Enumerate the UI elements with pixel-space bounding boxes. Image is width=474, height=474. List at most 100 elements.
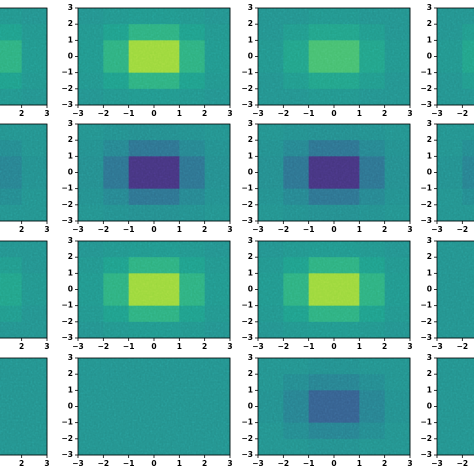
x-tick-label: 2 xyxy=(202,225,207,234)
x-tick-label: −3 xyxy=(72,225,84,234)
y-tick-label: −3 xyxy=(420,333,432,342)
x-tick-label: 2 xyxy=(382,459,387,468)
x-tick-label: 0 xyxy=(331,109,336,118)
x-tick-label: 2 xyxy=(382,342,387,351)
y-tick-label: 2 xyxy=(248,252,253,261)
x-tick-label: −2 xyxy=(98,225,110,234)
x-tick-label: −3 xyxy=(252,459,264,468)
y-tick-label: 1 xyxy=(427,151,432,160)
y-tick-label: 3 xyxy=(248,3,253,12)
y-tick-label: 1 xyxy=(68,35,73,44)
y-tick-label: −3 xyxy=(241,216,253,225)
y-tick-label: −2 xyxy=(61,434,73,443)
y-tick-label: 1 xyxy=(427,268,432,277)
y-tick-label: 1 xyxy=(68,268,73,277)
frame xyxy=(0,7,48,106)
texture xyxy=(78,8,230,105)
x-tick-label: −1 xyxy=(303,459,315,468)
x-tick-label: −2 xyxy=(457,225,469,234)
x-tick-label: −2 xyxy=(278,459,290,468)
y-tick-label: −2 xyxy=(61,200,73,209)
y-tick-label: 3 xyxy=(68,236,73,245)
y-tick-label: −1 xyxy=(241,68,253,77)
texture xyxy=(78,358,230,455)
texture xyxy=(78,241,230,338)
y-tick-label: 2 xyxy=(68,252,73,261)
y-tick-label: 2 xyxy=(68,135,73,144)
x-tick-label: −3 xyxy=(431,225,443,234)
x-tick-label: 2 xyxy=(19,109,24,118)
y-tick-label: 2 xyxy=(427,252,432,261)
y-tick-label: 3 xyxy=(68,119,73,128)
x-tick-label: 0 xyxy=(151,459,156,468)
x-tick-label: −2 xyxy=(278,225,290,234)
y-tick-label: −1 xyxy=(61,301,73,310)
x-tick-label: 2 xyxy=(382,109,387,118)
x-tick-label: 2 xyxy=(202,342,207,351)
x-tick-label: 0 xyxy=(151,342,156,351)
x-tick-label: −3 xyxy=(431,109,443,118)
y-tick-label: 2 xyxy=(427,135,432,144)
y-tick-label: 1 xyxy=(248,35,253,44)
x-tick-label: 1 xyxy=(177,109,182,118)
x-tick-label: −3 xyxy=(431,459,443,468)
y-tick-label: −2 xyxy=(420,434,432,443)
x-tick-label: 0 xyxy=(331,342,336,351)
x-tick-label: 1 xyxy=(357,342,362,351)
x-tick-label: 1 xyxy=(177,225,182,234)
texture xyxy=(437,358,474,455)
texture xyxy=(0,358,47,455)
x-tick-label: 2 xyxy=(19,225,24,234)
y-tick-label: −2 xyxy=(420,200,432,209)
x-tick-label: 3 xyxy=(44,342,49,351)
y-tick-label: 1 xyxy=(427,35,432,44)
y-tick-label: −2 xyxy=(61,84,73,93)
x-tick-label: 3 xyxy=(227,109,232,118)
texture xyxy=(258,358,410,455)
y-tick-label: 0 xyxy=(427,285,432,294)
y-tick-label: 2 xyxy=(68,369,73,378)
y-tick-label: 0 xyxy=(427,402,432,411)
y-tick-label: −3 xyxy=(420,450,432,459)
texture xyxy=(258,8,410,105)
y-tick-label: 3 xyxy=(427,119,432,128)
texture xyxy=(78,124,230,221)
y-tick-label: 1 xyxy=(427,385,432,394)
y-tick-label: −3 xyxy=(61,100,73,109)
frame xyxy=(0,123,48,222)
x-tick-label: 2 xyxy=(19,459,24,468)
y-tick-label: 1 xyxy=(68,151,73,160)
y-tick-label: −3 xyxy=(420,100,432,109)
x-tick-label: −2 xyxy=(98,109,110,118)
x-tick-label: 2 xyxy=(19,342,24,351)
y-tick-label: −1 xyxy=(61,184,73,193)
y-tick-label: −3 xyxy=(61,216,73,225)
x-tick-label: 1 xyxy=(177,342,182,351)
y-tick-label: 3 xyxy=(427,353,432,362)
texture xyxy=(0,124,47,221)
x-tick-label: −1 xyxy=(123,225,135,234)
x-tick-label: 3 xyxy=(407,342,412,351)
y-tick-label: −1 xyxy=(420,184,432,193)
x-tick-label: −1 xyxy=(303,109,315,118)
x-tick-label: 3 xyxy=(227,225,232,234)
x-tick-label: −2 xyxy=(98,342,110,351)
y-tick-label: −1 xyxy=(241,301,253,310)
y-tick-label: 3 xyxy=(248,119,253,128)
y-tick-label: 0 xyxy=(68,285,73,294)
x-tick-label: −1 xyxy=(123,109,135,118)
y-tick-label: 0 xyxy=(248,402,253,411)
y-tick-label: −1 xyxy=(61,418,73,427)
y-tick-label: 0 xyxy=(427,52,432,61)
y-tick-label: 2 xyxy=(427,19,432,28)
y-tick-label: 0 xyxy=(68,168,73,177)
y-tick-label: −3 xyxy=(61,450,73,459)
x-tick-label: −3 xyxy=(72,109,84,118)
x-tick-label: −2 xyxy=(278,342,290,351)
x-tick-label: 3 xyxy=(407,225,412,234)
x-tick-label: 1 xyxy=(177,459,182,468)
